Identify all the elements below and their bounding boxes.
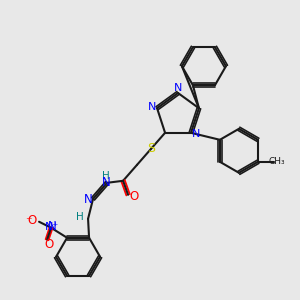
Text: O: O <box>44 238 54 251</box>
Text: O: O <box>27 214 37 227</box>
Text: N: N <box>84 193 92 206</box>
Text: N⁺: N⁺ <box>45 222 59 232</box>
Text: ⁻: ⁻ <box>25 215 32 228</box>
Text: H: H <box>102 171 110 181</box>
Text: S: S <box>147 142 155 155</box>
Text: H: H <box>76 212 84 222</box>
Text: N: N <box>102 176 110 189</box>
Text: N: N <box>174 83 182 93</box>
Text: N: N <box>48 220 56 233</box>
Text: N: N <box>192 129 200 139</box>
Text: N: N <box>148 102 156 112</box>
Text: O: O <box>129 190 139 203</box>
Text: CH₃: CH₃ <box>269 157 285 166</box>
